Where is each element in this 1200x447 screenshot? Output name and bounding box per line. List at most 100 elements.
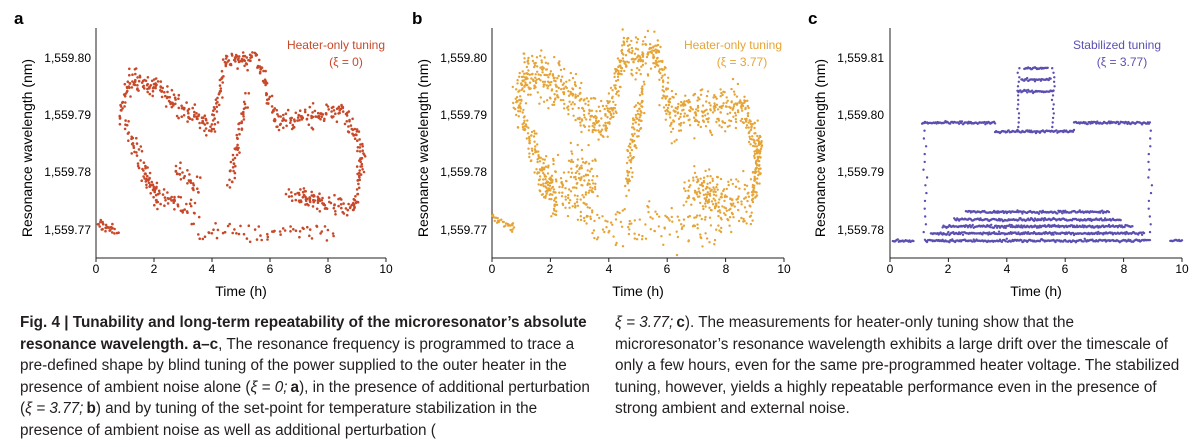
data-point [694,111,697,114]
data-point [154,77,158,80]
data-point [544,178,547,181]
data-point [551,74,555,78]
data-point [753,152,757,156]
data-point [173,96,177,99]
data-point [523,119,526,123]
data-point [536,70,539,74]
data-point [236,143,239,147]
data-point [520,88,523,92]
data-point [164,105,168,108]
data-point [542,85,545,88]
data-point [1046,66,1049,70]
data-point [641,53,645,57]
data-point [674,110,677,113]
caption-text: ). The measurements for heater-only tuni… [615,314,1180,418]
data-point [511,223,514,226]
data-point [668,113,671,116]
data-point [345,120,349,123]
data-point [170,101,174,105]
data-point [662,80,665,84]
data-point [594,188,597,191]
data-point [1071,231,1075,235]
data-point [747,195,751,198]
data-point [706,191,709,194]
data-point [163,91,166,94]
data-point [700,181,704,185]
data-point [518,89,521,92]
data-point [721,205,724,208]
data-point [581,184,584,187]
data-point [609,221,613,224]
data-point [619,85,622,89]
data-point [204,127,208,130]
data-point [542,182,545,185]
data-point [218,84,222,87]
data-point [578,172,581,175]
data-point [582,175,585,178]
data-point [177,195,180,199]
data-point [697,187,700,190]
data-point [746,99,749,103]
data-point [151,86,155,90]
data-point [682,121,685,124]
data-point [671,220,674,223]
data-point [754,160,758,164]
plot-area-b [491,28,785,262]
data-point [616,57,620,60]
data-point [559,177,563,180]
data-point [558,191,561,194]
data-point [306,197,309,201]
data-point [600,99,603,103]
data-point [637,112,640,116]
data-point [130,135,133,139]
data-point [135,136,138,140]
data-point [630,158,633,162]
data-point [234,164,237,168]
data-point [640,238,644,241]
data-point [221,231,225,235]
data-point [952,231,955,234]
caption-text: ), in the presence of additional perturb… [20,378,590,418]
data-point [733,93,736,96]
y-tick-labels-a: 1,559.77 1,559.78 1,559.79 1,559.80 [44,51,91,237]
data-point [144,79,148,83]
data-point [162,188,166,191]
data-point [629,146,632,149]
data-point [531,54,534,58]
data-point [279,122,283,126]
data-point [298,230,302,233]
data-point [609,107,613,110]
data-point [990,223,993,226]
data-point [567,196,570,200]
data-point [135,154,139,157]
data-point [600,117,603,120]
data-point [699,177,702,180]
data-point [197,233,200,236]
data-point [533,140,536,143]
data-point [696,178,699,181]
data-point [672,109,675,112]
data-point [537,183,540,186]
data-point [614,243,617,247]
data-point [696,109,700,113]
data-point [567,94,571,98]
data-point [670,215,673,219]
data-point [198,126,202,130]
data-point [240,121,243,125]
data-point [664,97,667,100]
data-point [591,159,594,162]
data-point [556,77,559,80]
data-point [524,81,527,84]
data-point [627,232,631,236]
data-point [1100,217,1103,220]
data-point [515,96,519,99]
data-point [159,80,163,83]
data-point [546,99,549,102]
data-point [679,122,683,125]
data-point [755,145,759,148]
data-point [754,190,757,194]
data-point [716,176,720,179]
data-point [525,65,529,69]
data-point [226,224,230,228]
data-point [594,182,597,185]
